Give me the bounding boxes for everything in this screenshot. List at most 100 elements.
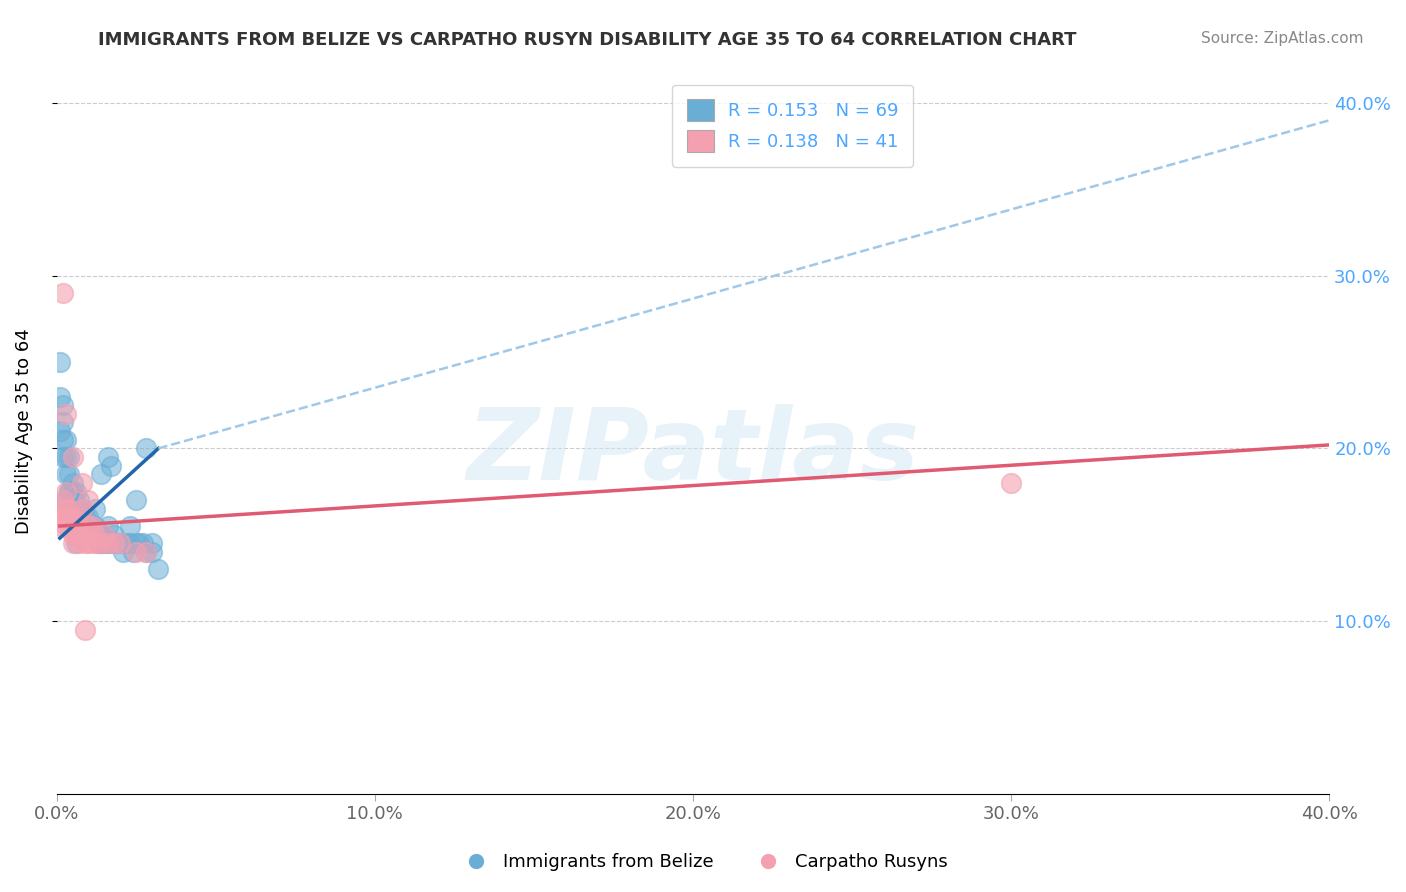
Point xyxy=(67,493,90,508)
Point xyxy=(118,536,141,550)
Point xyxy=(103,536,125,550)
Point xyxy=(75,536,97,550)
Point xyxy=(67,536,90,550)
Point xyxy=(77,519,100,533)
Point xyxy=(62,493,84,508)
Point xyxy=(55,433,77,447)
Point xyxy=(77,493,100,508)
Point xyxy=(77,519,100,533)
Point xyxy=(62,536,84,550)
Point xyxy=(125,493,148,508)
Point xyxy=(52,450,75,464)
Point xyxy=(62,501,84,516)
Point xyxy=(96,519,118,533)
Point xyxy=(135,545,157,559)
Point xyxy=(103,527,125,541)
Point xyxy=(75,527,97,541)
Point xyxy=(65,484,87,499)
Point xyxy=(52,433,75,447)
Text: IMMIGRANTS FROM BELIZE VS CARPATHO RUSYN DISABILITY AGE 35 TO 64 CORRELATION CHA: IMMIGRANTS FROM BELIZE VS CARPATHO RUSYN… xyxy=(98,31,1077,49)
Point xyxy=(87,536,110,550)
Point xyxy=(58,484,80,499)
Point xyxy=(65,536,87,550)
Point xyxy=(75,623,97,637)
Point xyxy=(65,527,87,541)
Point xyxy=(83,527,105,541)
Point xyxy=(80,519,103,533)
Point xyxy=(55,493,77,508)
Point xyxy=(112,545,135,559)
Point xyxy=(87,536,110,550)
Point xyxy=(65,510,87,524)
Legend: R = 0.153   N = 69, R = 0.138   N = 41: R = 0.153 N = 69, R = 0.138 N = 41 xyxy=(672,85,912,167)
Point xyxy=(93,527,115,541)
Point xyxy=(67,501,90,516)
Point xyxy=(58,519,80,533)
Point xyxy=(55,484,77,499)
Point xyxy=(125,545,148,559)
Point xyxy=(65,501,87,516)
Point xyxy=(105,536,128,550)
Point xyxy=(55,501,77,516)
Point xyxy=(90,467,112,482)
Point xyxy=(62,450,84,464)
Point xyxy=(65,510,87,524)
Point xyxy=(58,467,80,482)
Text: ZIPatlas: ZIPatlas xyxy=(467,404,920,501)
Point xyxy=(93,527,115,541)
Point xyxy=(83,527,105,541)
Point xyxy=(49,519,72,533)
Point xyxy=(77,510,100,524)
Point xyxy=(55,450,77,464)
Point xyxy=(70,475,93,490)
Point xyxy=(148,562,170,576)
Point xyxy=(49,501,72,516)
Point xyxy=(103,536,125,550)
Point xyxy=(77,519,100,533)
Point xyxy=(83,501,105,516)
Y-axis label: Disability Age 35 to 64: Disability Age 35 to 64 xyxy=(15,328,32,534)
Point xyxy=(49,424,72,438)
Point xyxy=(62,484,84,499)
Point xyxy=(70,501,93,516)
Point xyxy=(62,510,84,524)
Point xyxy=(80,527,103,541)
Point xyxy=(62,475,84,490)
Point xyxy=(1000,475,1022,490)
Point xyxy=(118,519,141,533)
Point xyxy=(55,467,77,482)
Point xyxy=(90,536,112,550)
Text: Source: ZipAtlas.com: Source: ZipAtlas.com xyxy=(1201,31,1364,46)
Point xyxy=(75,510,97,524)
Point xyxy=(80,519,103,533)
Point xyxy=(67,519,90,533)
Point xyxy=(135,442,157,456)
Point xyxy=(70,519,93,533)
Point xyxy=(141,545,163,559)
Point xyxy=(58,501,80,516)
Point xyxy=(90,527,112,541)
Point xyxy=(52,416,75,430)
Point xyxy=(93,536,115,550)
Point xyxy=(58,510,80,524)
Point xyxy=(52,285,75,300)
Point xyxy=(52,493,75,508)
Point xyxy=(110,536,132,550)
Point xyxy=(135,545,157,559)
Point xyxy=(62,527,84,541)
Point xyxy=(52,398,75,412)
Point xyxy=(110,536,132,550)
Point xyxy=(87,527,110,541)
Point xyxy=(141,536,163,550)
Point xyxy=(55,407,77,421)
Point xyxy=(67,510,90,524)
Point xyxy=(70,501,93,516)
Point xyxy=(131,536,153,550)
Point xyxy=(52,510,75,524)
Point xyxy=(58,450,80,464)
Point xyxy=(96,536,118,550)
Legend: Immigrants from Belize, Carpatho Rusyns: Immigrants from Belize, Carpatho Rusyns xyxy=(451,847,955,879)
Point xyxy=(83,519,105,533)
Point xyxy=(96,536,118,550)
Point xyxy=(55,519,77,533)
